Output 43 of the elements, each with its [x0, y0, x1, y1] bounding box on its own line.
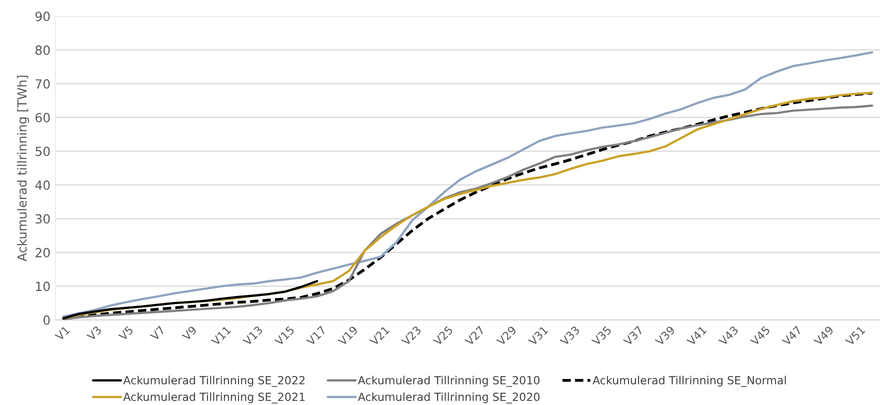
x-tick-label: V33: [560, 326, 580, 346]
x-tick-label: V15: [274, 326, 295, 346]
y-tick-label: 10: [36, 282, 50, 292]
x-tick-label: V25: [432, 326, 454, 346]
x-tick-label: V5: [118, 326, 134, 342]
x-tick-label: V1: [54, 326, 70, 342]
x-tick-label: V29: [496, 326, 517, 346]
x-tick-label: V9: [181, 326, 198, 342]
legend-label: Ackumulerad Tillrinning SE_2010: [358, 376, 540, 387]
x-tick-label: V39: [654, 326, 676, 346]
y-tick-label: 80: [36, 45, 50, 55]
x-tick-label: V41: [686, 326, 707, 346]
legend-label: Ackumulerad Tillrinning SE_2020: [358, 392, 540, 404]
line-series: [62, 51, 874, 318]
y-tick-label: 0: [43, 315, 50, 325]
x-tick-label: V17: [306, 326, 326, 346]
x-tick-label: V27: [464, 326, 485, 346]
y-tick-label: 90: [35, 12, 50, 22]
y-tick-label: 60: [36, 112, 50, 122]
x-tick-label: V51: [845, 326, 866, 346]
y-tick-label: 30: [36, 214, 50, 224]
y-tick-label: 20: [36, 248, 50, 258]
x-tick-label: V7: [150, 326, 166, 342]
legend-label: Ackumulerad Tillrinning SE_2021: [123, 392, 305, 404]
x-tick-label: V23: [400, 326, 422, 346]
legend-label: Ackumulerad Tillrinning SE_Normal: [592, 376, 786, 387]
x-tick-label: V49: [813, 326, 834, 346]
x-tick-label: V19: [338, 326, 358, 346]
y-tick-label: 50: [36, 146, 50, 156]
x-tick-label: V37: [622, 326, 644, 346]
x-tick-label: V13: [242, 326, 263, 346]
legend-label: Ackumulerad Tillrinning SE_2022: [123, 376, 304, 387]
x-tick-label: V3: [86, 326, 102, 342]
x-tick-label: V21: [369, 326, 390, 346]
x-tick-label: V31: [528, 326, 548, 346]
x-tick-label: V11: [210, 326, 232, 346]
x-tick-label: V47: [782, 326, 802, 346]
x-tick-label: V35: [591, 326, 612, 346]
y-tick-label: 70: [36, 79, 50, 89]
y-tick-label: 40: [35, 180, 50, 190]
x-tick-label: V43: [718, 326, 739, 346]
x-tick-label: V45: [750, 326, 770, 346]
y-axis-title: Ackumulerad tillrinning [TWh]: [17, 76, 30, 262]
